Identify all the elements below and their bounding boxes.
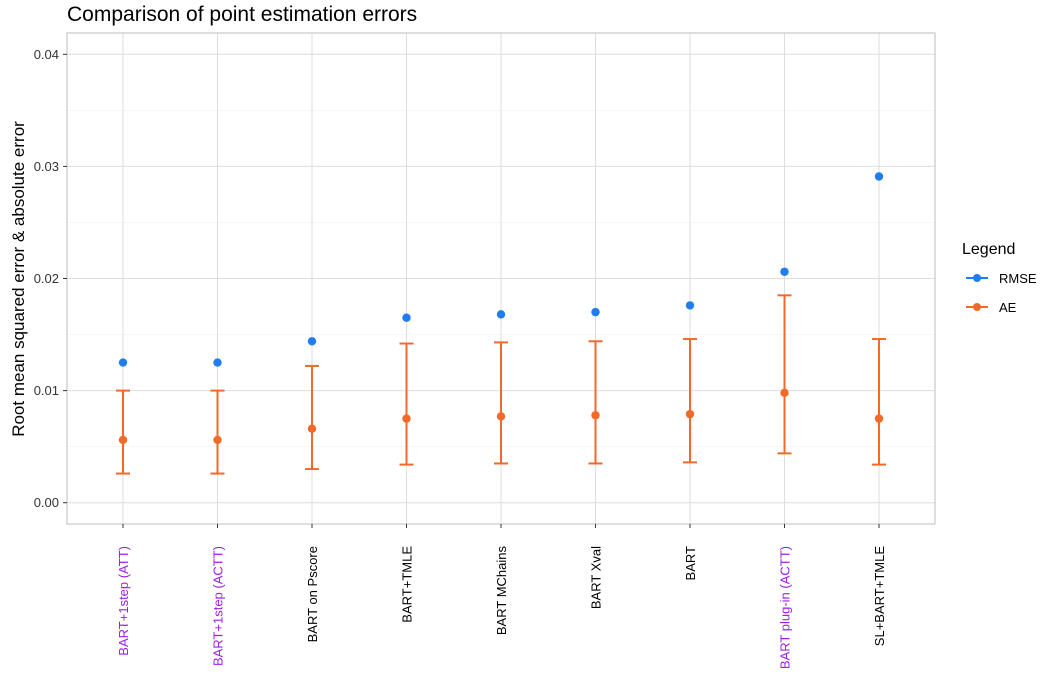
ae-point [591, 411, 600, 420]
ae-point [780, 388, 789, 398]
legend-title: Legend [962, 241, 1015, 258]
rmse-point [685, 301, 695, 310]
x-tick-label: BART Xval [589, 546, 604, 609]
rmse-point [591, 307, 600, 317]
y-tick-label: 0.03 [34, 159, 59, 174]
ae-point [874, 414, 884, 423]
x-tick-label: BART+1step (ATT) [116, 546, 131, 656]
ae-point [118, 435, 128, 445]
legend-label: AE [999, 300, 1017, 315]
rmse-point [307, 337, 317, 346]
y-tick-label: 0.02 [34, 271, 59, 286]
x-tick-label: BART+TMLE [400, 546, 415, 623]
rmse-point [118, 358, 128, 367]
y-tick-label: 0.00 [34, 495, 59, 510]
x-tick-label: BART MChains [494, 546, 509, 636]
rmse-point [213, 358, 222, 367]
x-axis-ticks: BART+1step (ATT) BART+1step (ACTT) BART on… [116, 524, 887, 669]
rmse-point [874, 172, 884, 181]
legend-label: RMSE [999, 271, 1037, 286]
x-tick-label: SL+BART+TMLE [872, 546, 887, 647]
ae-point [685, 409, 695, 419]
y-axis-label: Root mean squared error & absolute error [9, 121, 28, 437]
legend: Legend RMSE AE [962, 241, 1037, 315]
rmse-point [402, 313, 411, 322]
x-tick-label: BART on Pscore [305, 546, 320, 642]
rmse-point [780, 267, 789, 276]
data-marks [116, 172, 886, 475]
x-tick-label: BART [683, 546, 698, 580]
ae-point [307, 424, 317, 433]
ae-point [496, 412, 506, 421]
ae-point [402, 414, 411, 423]
legend-key-point [973, 274, 981, 282]
ae-point [213, 435, 222, 445]
y-tick-label: 0.04 [34, 47, 59, 62]
rmse-point [496, 310, 506, 319]
y-axis-ticks: 0.00 0.01 0.02 0.03 0.04 [34, 47, 67, 510]
y-tick-label: 0.01 [34, 383, 59, 398]
legend-key-point [973, 303, 981, 311]
x-tick-label: BART+1step (ACTT) [211, 546, 226, 666]
x-tick-label: BART plug-in (ACTT) [778, 546, 793, 669]
chart-title: Comparison of point estimation errors [67, 3, 417, 26]
